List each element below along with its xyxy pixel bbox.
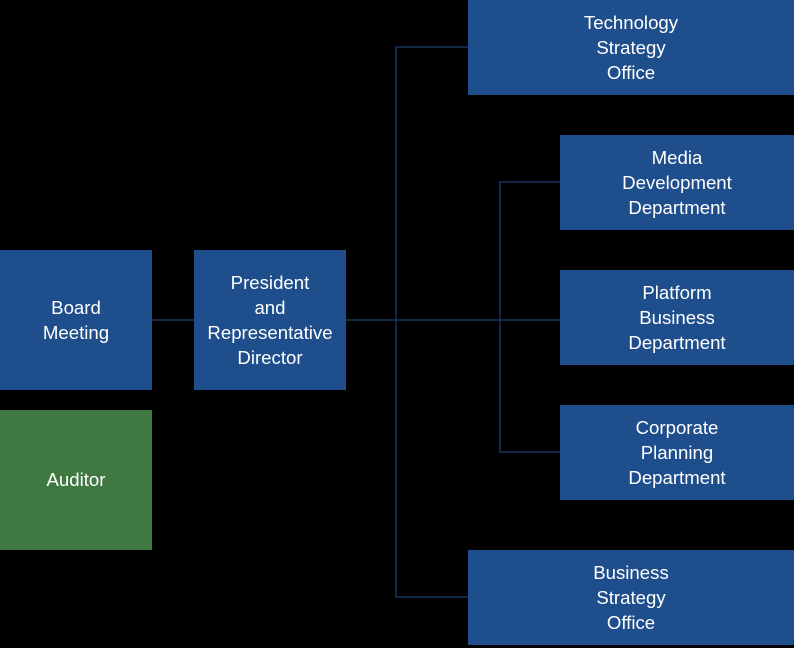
org-box-label: Auditor (41, 467, 112, 492)
org-box-label: Media Development Department (616, 145, 738, 220)
connector (500, 320, 560, 452)
org-box-label: Board Meeting (37, 295, 115, 345)
org-box-board: Board Meeting (0, 250, 152, 390)
org-box-label: Technology Strategy Office (578, 10, 684, 85)
connector (396, 182, 560, 320)
org-box-label: Platform Business Department (622, 280, 731, 355)
connector (396, 320, 468, 597)
org-box-platform: Platform Business Department (560, 270, 794, 365)
org-box-biz: Business Strategy Office (468, 550, 794, 645)
org-box-label: President and Representative Director (201, 270, 338, 371)
connector (346, 47, 468, 320)
org-box-label: Business Strategy Office (587, 560, 675, 635)
org-box-corp: Corporate Planning Department (560, 405, 794, 500)
org-box-auditor: Auditor (0, 410, 152, 550)
org-box-label: Corporate Planning Department (622, 415, 731, 490)
org-box-tech: Technology Strategy Office (468, 0, 794, 95)
org-box-media: Media Development Department (560, 135, 794, 230)
org-box-president: President and Representative Director (194, 250, 346, 390)
org-chart: Board Meeting President and Representativ… (0, 0, 794, 648)
